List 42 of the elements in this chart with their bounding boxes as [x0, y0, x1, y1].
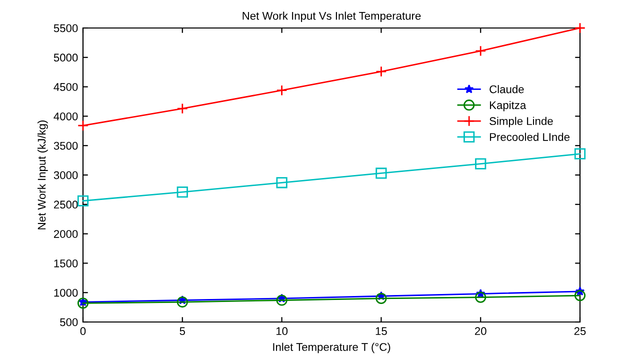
x-tick-label: 10 [276, 327, 288, 336]
x-tick-label: 25 [574, 327, 586, 336]
legend-label: Kapitza [490, 100, 526, 112]
legend-label: Claude [490, 85, 524, 94]
y-tick-label: 5000 [54, 54, 78, 62]
y-tick-label: 3000 [54, 171, 78, 180]
y-tick-label: 1000 [54, 288, 78, 297]
point [574, 22, 586, 34]
point [176, 296, 188, 308]
point [475, 45, 486, 56]
y-axis-title: Net Work Input (kJ/kg) [38, 120, 48, 230]
y-tick-label: 3500 [54, 142, 78, 150]
y-tick-label: 4500 [54, 83, 78, 91]
y-tick-label: 1500 [54, 259, 78, 268]
point [376, 168, 387, 179]
point [77, 298, 89, 309]
x-tick-label: 15 [376, 327, 387, 336]
point [376, 292, 387, 304]
point [276, 84, 288, 96]
y-tick-label: 500 [60, 318, 78, 326]
point [574, 290, 586, 302]
point [574, 148, 586, 160]
x-tick-label: 0 [80, 327, 86, 336]
point [77, 120, 89, 132]
point [475, 292, 486, 303]
x-axis-title: Inlet Temperature T (°C) [273, 342, 390, 354]
point [376, 66, 387, 78]
point [276, 177, 288, 188]
x-tick-label: 5 [180, 327, 186, 336]
point [276, 294, 288, 306]
chart-title: Net Work Input Vs Inlet Temperature [242, 12, 421, 22]
legend-label: Simple Linde [490, 116, 553, 128]
y-tick-label: 2500 [54, 200, 78, 209]
point [176, 186, 188, 198]
y-tick-label: 2000 [54, 230, 78, 238]
point [77, 195, 89, 206]
y-tick-label: 5500 [54, 24, 78, 32]
point [475, 158, 486, 170]
point [176, 103, 188, 114]
x-tick-label: 20 [474, 327, 486, 336]
y-tick-label: 4000 [54, 112, 78, 120]
legend-label: Precooled LInde [490, 132, 570, 141]
